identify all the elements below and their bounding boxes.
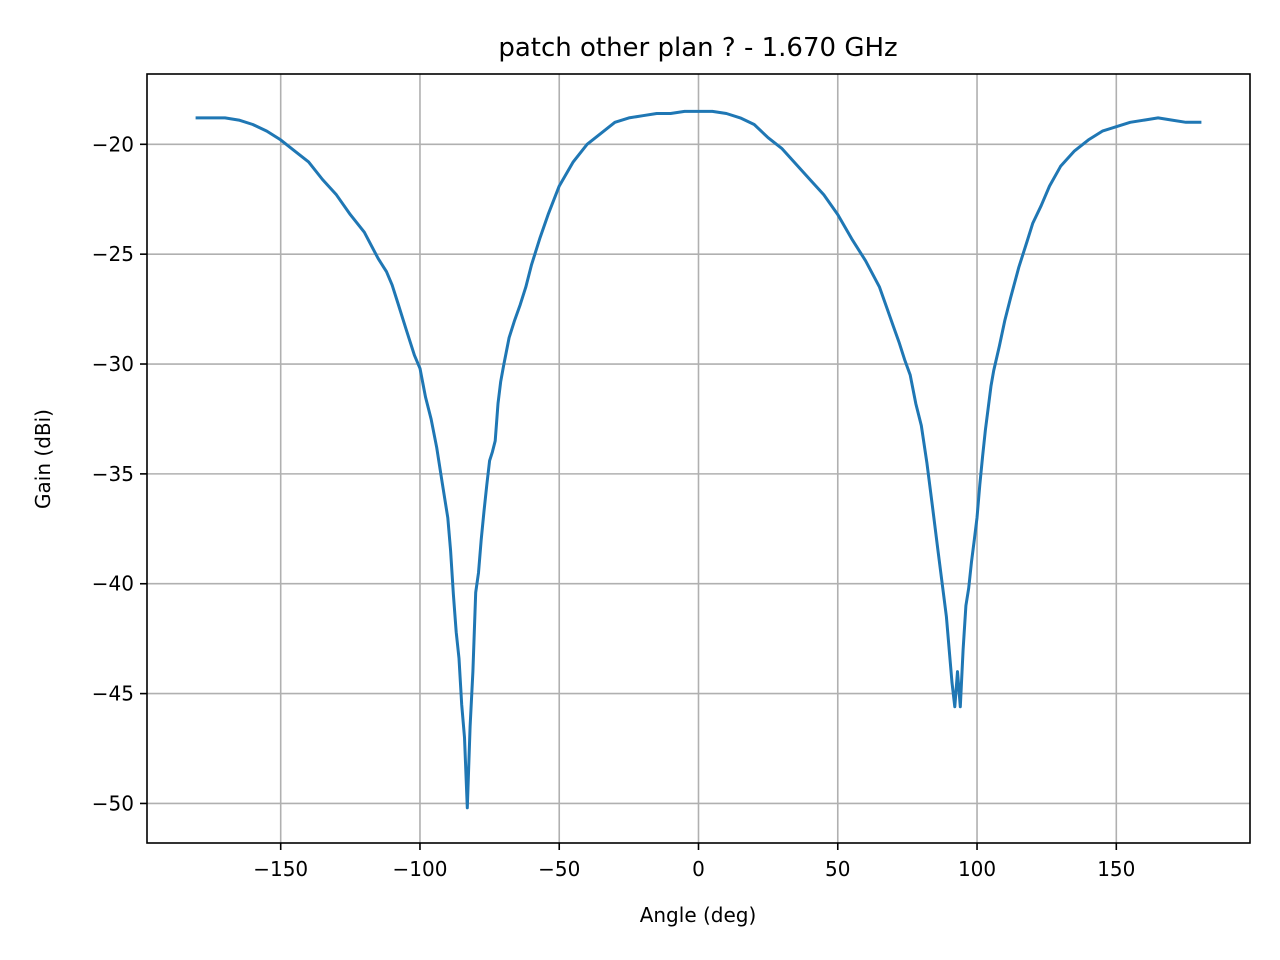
x-axis-label: Angle (deg) — [640, 903, 757, 927]
y-axis-ticks: −20 −25 −30 −35 −40 −45 −50 — [92, 132, 147, 815]
x-tick-label: 150 — [1097, 857, 1135, 881]
x-tick-label: −100 — [392, 857, 447, 881]
y-tick-label: −35 — [92, 462, 134, 486]
y-tick-label: −25 — [92, 242, 134, 266]
y-axis-label: Gain (dBi) — [31, 409, 55, 509]
x-tick-label: −150 — [253, 857, 308, 881]
x-tick-label: −50 — [538, 857, 580, 881]
x-tick-label: 0 — [692, 857, 705, 881]
x-axis-ticks: −150 −100 −50 0 50 100 150 — [253, 843, 1135, 881]
y-tick-label: −45 — [92, 682, 134, 706]
y-tick-label: −30 — [92, 352, 134, 376]
series-layer — [195, 109, 1202, 810]
x-tick-label: 50 — [825, 857, 850, 881]
y-tick-label: −20 — [92, 132, 134, 156]
y-tick-label: −50 — [92, 791, 134, 815]
x-tick-label: 100 — [958, 857, 996, 881]
y-tick-label: −40 — [92, 572, 134, 596]
chart-title: patch other plan ? - 1.670 GHz — [498, 33, 897, 63]
series-line — [195, 109, 1202, 810]
grid-lines — [147, 74, 1250, 843]
